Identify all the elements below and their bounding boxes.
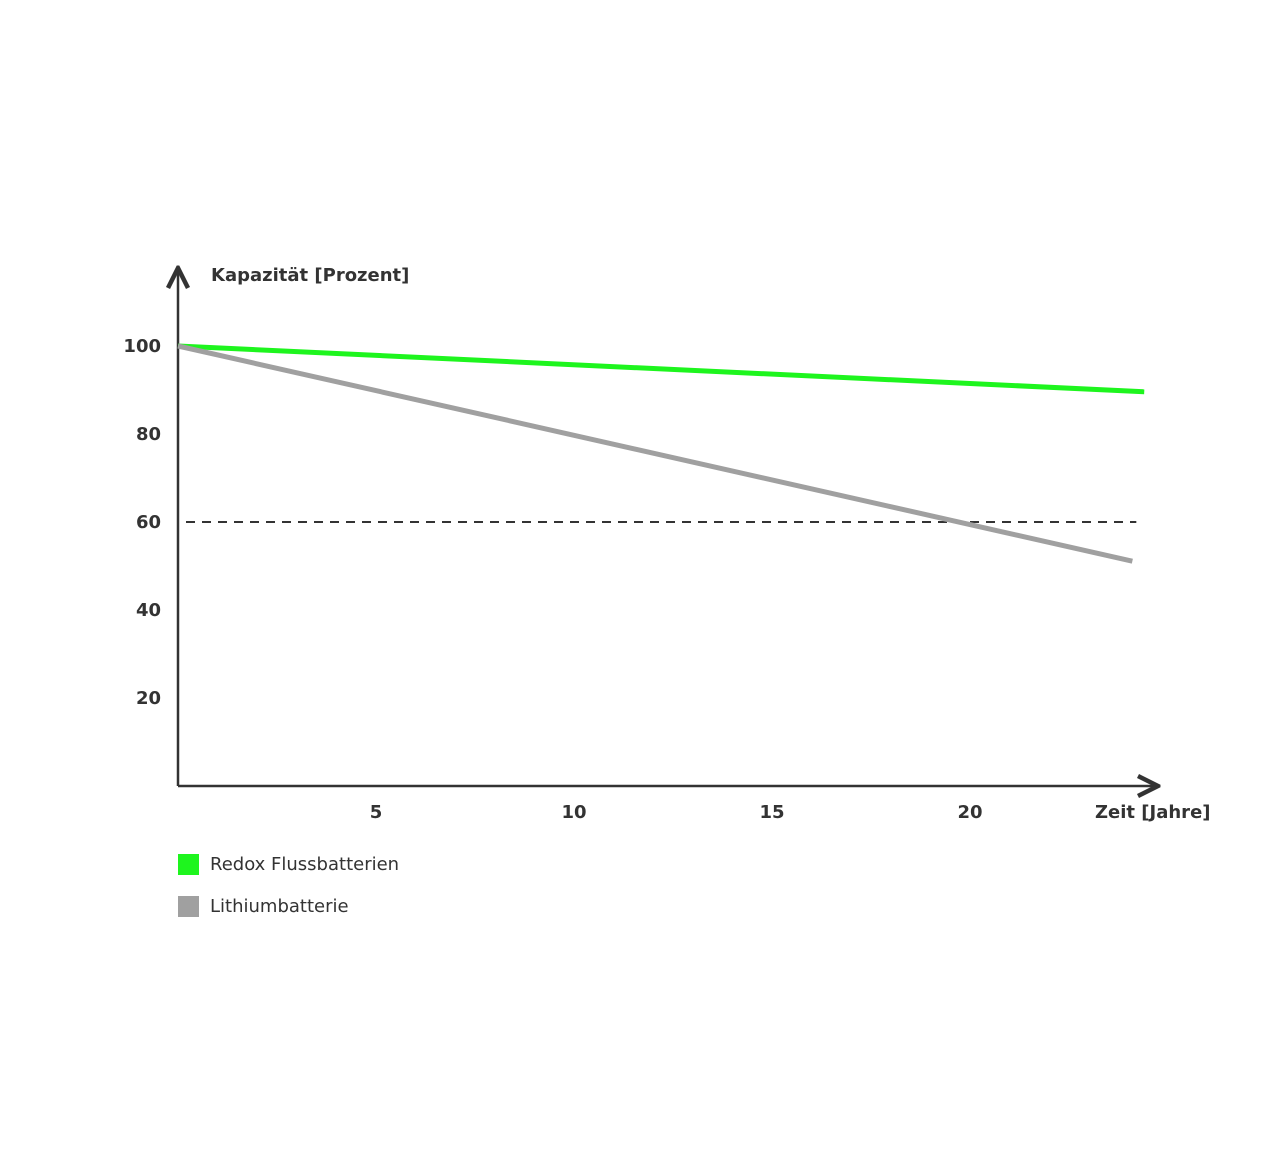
x-tick-label: 15 [759, 802, 784, 823]
y-tick-label: 80 [136, 424, 161, 445]
x-tick-labels: 5 10 15 20 [370, 802, 983, 823]
y-tick-label: 60 [136, 512, 161, 533]
y-tick-label: 20 [136, 688, 161, 709]
legend-swatch-redox [178, 853, 199, 875]
legend-item-lithium: Lithiumbatterie [178, 894, 399, 918]
series-line-redox [177, 343, 1145, 395]
series-layer [177, 343, 1145, 564]
legend-label-redox: Redox Flussbatterien [210, 853, 400, 875]
legend-item-redox: Redox Flussbatterien [178, 852, 399, 876]
x-tick-label: 10 [561, 802, 586, 823]
y-tick-label: 100 [123, 336, 161, 357]
y-axis-label: Kapazität [Prozent] [211, 265, 409, 286]
x-tick-label: 20 [957, 802, 982, 823]
y-tick-labels: 20 40 60 80 100 [123, 336, 161, 709]
legend-swatch-lithium [178, 895, 199, 917]
y-tick-label: 40 [136, 600, 161, 621]
legend-label-lithium: Lithiumbatterie [210, 895, 349, 917]
x-axis-label: Zeit [Jahre] [1095, 802, 1211, 823]
series-line-lithium [177, 343, 1133, 564]
x-tick-label: 5 [370, 802, 383, 823]
legend: Redox Flussbatterien Lithiumbatterie [178, 852, 399, 936]
